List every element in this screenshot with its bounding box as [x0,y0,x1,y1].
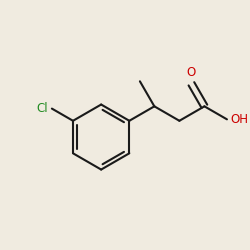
Text: OH: OH [230,113,248,126]
Text: Cl: Cl [37,102,48,115]
Text: O: O [187,66,196,80]
